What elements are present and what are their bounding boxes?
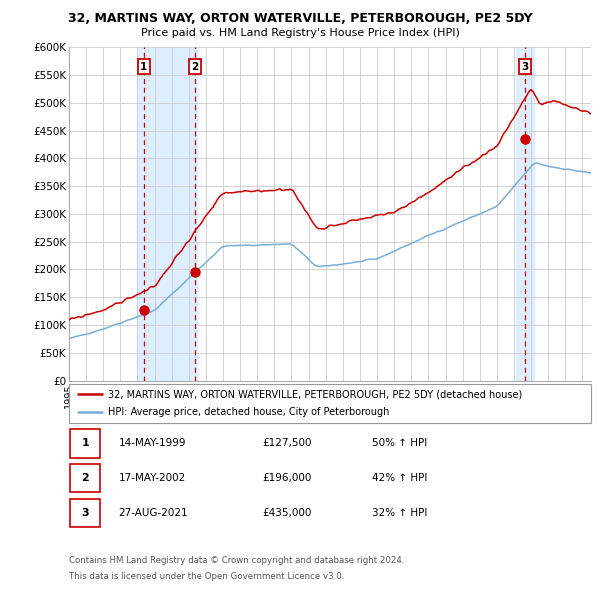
Text: 2: 2 bbox=[82, 473, 89, 483]
Text: This data is licensed under the Open Government Licence v3.0.: This data is licensed under the Open Gov… bbox=[69, 572, 344, 581]
Bar bbox=[137, 47, 197, 381]
Text: Contains HM Land Registry data © Crown copyright and database right 2024.: Contains HM Land Registry data © Crown c… bbox=[69, 556, 404, 565]
Text: 27-AUG-2021: 27-AUG-2021 bbox=[119, 508, 188, 518]
Text: 17-MAY-2002: 17-MAY-2002 bbox=[119, 473, 186, 483]
Text: 32, MARTINS WAY, ORTON WATERVILLE, PETERBOROUGH, PE2 5DY: 32, MARTINS WAY, ORTON WATERVILLE, PETER… bbox=[68, 12, 532, 25]
Text: 42% ↑ HPI: 42% ↑ HPI bbox=[372, 473, 427, 483]
Text: 1: 1 bbox=[82, 438, 89, 448]
Bar bbox=[70, 499, 100, 527]
Text: 1: 1 bbox=[140, 61, 148, 71]
Text: 2: 2 bbox=[191, 61, 199, 71]
Bar bbox=[70, 464, 100, 492]
Text: 14-MAY-1999: 14-MAY-1999 bbox=[119, 438, 186, 448]
Text: 3: 3 bbox=[521, 61, 529, 71]
Text: £127,500: £127,500 bbox=[262, 438, 311, 448]
Bar bbox=[70, 430, 100, 457]
Text: 50% ↑ HPI: 50% ↑ HPI bbox=[372, 438, 427, 448]
Text: HPI: Average price, detached house, City of Peterborough: HPI: Average price, detached house, City… bbox=[108, 407, 389, 417]
Text: £196,000: £196,000 bbox=[262, 473, 311, 483]
Text: Price paid vs. HM Land Registry's House Price Index (HPI): Price paid vs. HM Land Registry's House … bbox=[140, 28, 460, 38]
Text: 3: 3 bbox=[82, 508, 89, 518]
Text: 32% ↑ HPI: 32% ↑ HPI bbox=[372, 508, 427, 518]
Bar bbox=[515, 47, 533, 381]
Text: £435,000: £435,000 bbox=[262, 508, 311, 518]
Text: 32, MARTINS WAY, ORTON WATERVILLE, PETERBOROUGH, PE2 5DY (detached house): 32, MARTINS WAY, ORTON WATERVILLE, PETER… bbox=[108, 389, 523, 399]
